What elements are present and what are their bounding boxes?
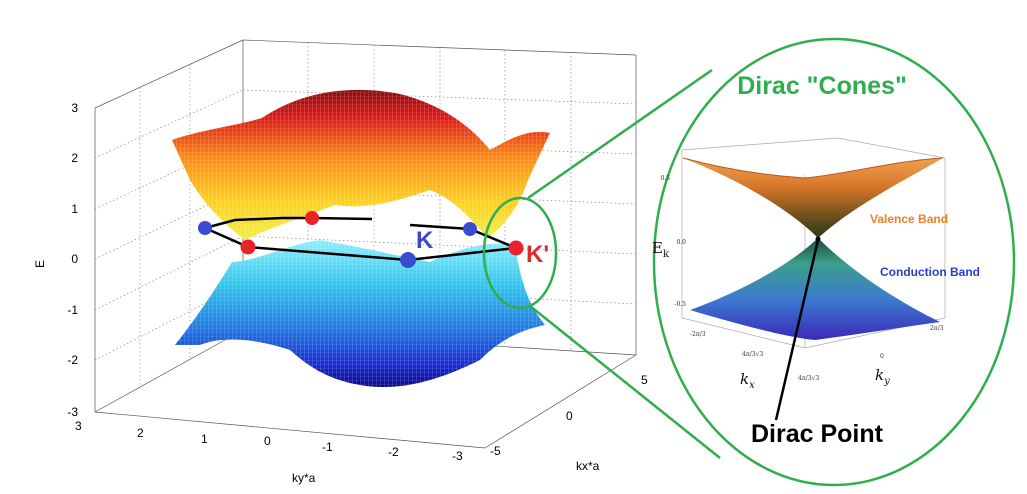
valence-band-label: Valence Band [870, 212, 948, 226]
ky-tick: 2 [137, 426, 144, 440]
blue-point-1 [198, 221, 212, 235]
inset-title: Dirac "Cones" [737, 72, 907, 100]
main-plot: K K' 3 2 1 0 -1 -2 -3 E 3 2 1 0 -1 -2 -3… [33, 39, 648, 485]
inset-kx-tick: -2π/3 [690, 331, 706, 338]
z-tick: 2 [71, 151, 78, 165]
ky-tick: 1 [201, 432, 208, 446]
z-axis-label: E [33, 260, 47, 268]
z-tick: 1 [71, 202, 78, 216]
ky-tick: -2 [388, 445, 399, 459]
dirac-point-pointer [774, 239, 820, 421]
inset-k-ticks: -2π/3 4π/3√3 4π/3√3 0 2π/3 [690, 325, 944, 382]
inset-lower-cone [690, 238, 940, 340]
red-point-Kprime [508, 240, 524, 256]
z-tick: -3 [67, 405, 78, 419]
label-Kprime: K' [526, 241, 549, 268]
inset-ky-tick: 2π/3 [930, 325, 944, 332]
zoom-line-top [527, 68, 713, 200]
inset-e-tick: 0.5 [660, 175, 670, 182]
inset-e-tick: 0.0 [676, 239, 686, 246]
ky-tick: 0 [264, 434, 271, 448]
kx-axis-ticks: 5 0 -5 [490, 373, 648, 458]
kx-tick: 0 [566, 409, 573, 423]
conduction-band-label: Conduction Band [880, 265, 980, 279]
inset-kx-axis-label: kx [740, 370, 755, 391]
z-tick: -1 [67, 303, 78, 317]
label-K: K [416, 227, 434, 254]
ky-axis-ticks: 3 2 1 0 -1 -2 -3 [75, 419, 463, 463]
z-axis-ticks: 3 2 1 0 -1 -2 -3 [67, 101, 78, 419]
zoom-ellipse [482, 196, 558, 310]
inset-ky-tick: 0 [880, 353, 884, 360]
z-tick: 0 [71, 252, 78, 266]
red-point-2 [305, 211, 319, 225]
brillouin-zone-path [204, 216, 517, 262]
ky-tick: 3 [75, 419, 82, 433]
inset-e-tick: -0.5 [674, 301, 686, 308]
kx-tick: 5 [641, 373, 648, 387]
blue-point-2 [463, 222, 477, 236]
dirac-point-label: Dirac Point [751, 420, 884, 448]
ky-tick: -3 [452, 449, 463, 463]
kx-tick: -5 [490, 444, 501, 458]
inset-e-axis-label: Ek [652, 239, 670, 260]
upper-band-surface [172, 89, 550, 240]
inset-kx-tick: 4π/3√3 [742, 351, 763, 358]
ky-axis-label: ky*a [292, 471, 316, 485]
inset-ky-axis-label: ky [875, 366, 890, 387]
zoom-callout [482, 68, 721, 459]
dirac-cones-inset: 0.5 0.0 -0.5 -2π/3 4π/3√3 4π/3√3 0 2π/3 … [652, 37, 1016, 487]
red-point-1 [240, 239, 256, 255]
ky-tick: -1 [322, 440, 333, 454]
lower-band-surface [175, 240, 545, 388]
blue-point-K [400, 252, 416, 268]
inset-e-ticks: 0.5 0.0 -0.5 [660, 175, 686, 308]
dirac-point-marker [815, 236, 821, 242]
inset-kx-tick: 4π/3√3 [798, 375, 819, 382]
inset-upper-cone [683, 158, 943, 238]
zoom-line-bottom [529, 305, 721, 459]
z-tick: -2 [67, 353, 78, 367]
kx-axis-label: kx*a [576, 459, 600, 473]
z-tick: 3 [71, 101, 78, 115]
